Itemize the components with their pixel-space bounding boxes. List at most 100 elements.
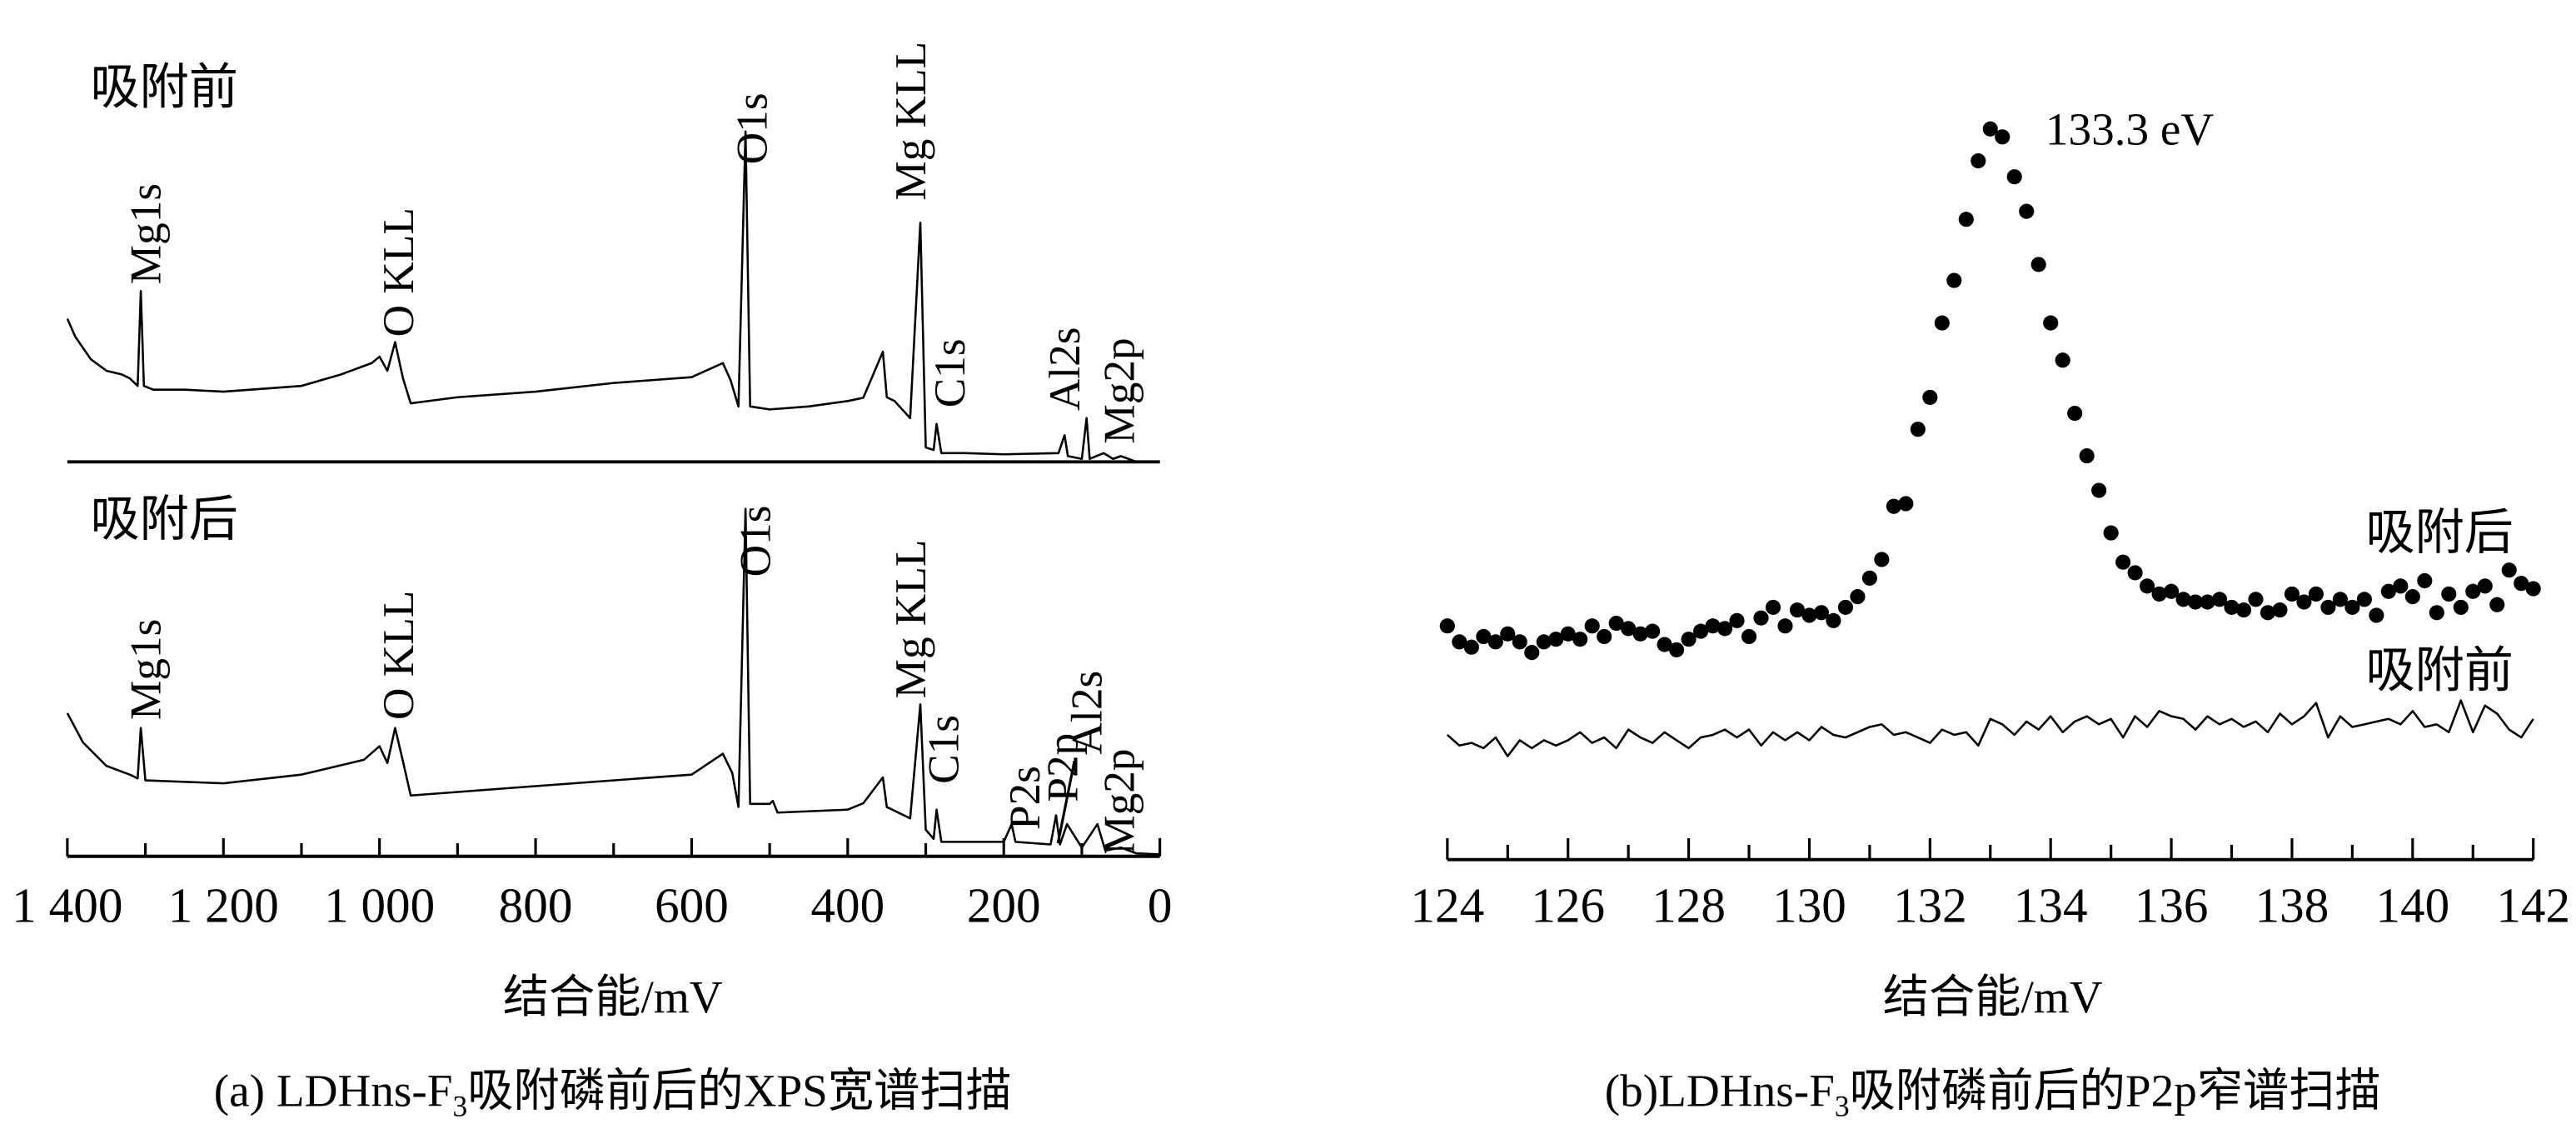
data-point-after bbox=[2344, 599, 2360, 615]
data-point-after bbox=[2369, 607, 2384, 623]
data-point-after bbox=[2164, 583, 2180, 599]
data-point-after bbox=[1645, 623, 1661, 639]
peak-label: Mg1s bbox=[122, 183, 171, 284]
peak-label: P2p bbox=[1039, 733, 1088, 802]
data-point-after bbox=[1463, 639, 1479, 655]
data-point-after bbox=[2260, 605, 2276, 621]
data-point-after bbox=[2151, 586, 2167, 602]
data-point-after bbox=[1982, 121, 1998, 137]
data-point-after bbox=[2429, 605, 2444, 621]
data-point-after bbox=[1632, 626, 1648, 642]
data-point-after bbox=[2235, 602, 2252, 618]
peak-label: Mg1s bbox=[122, 619, 171, 720]
peak-label: O1s bbox=[731, 506, 780, 577]
data-point-after bbox=[1621, 621, 1637, 637]
data-point-after bbox=[1717, 621, 1733, 637]
data-point-after bbox=[2296, 594, 2312, 610]
data-point-after bbox=[2489, 597, 2505, 612]
spectrum-trace-before bbox=[66, 130, 1160, 463]
data-point-after bbox=[1765, 599, 1781, 615]
data-point-after bbox=[1729, 612, 1745, 628]
data-point-after bbox=[1524, 645, 1540, 661]
x-tick-label: 130 bbox=[1772, 878, 1846, 933]
data-point-after bbox=[1958, 212, 1974, 227]
data-point-after bbox=[1572, 632, 1588, 647]
data-point-after bbox=[2356, 592, 2372, 607]
x-tick-label: 600 bbox=[655, 878, 729, 933]
data-point-after bbox=[2127, 565, 2143, 581]
x-tick-label: 134 bbox=[2014, 878, 2088, 933]
x-tick-label: 138 bbox=[2255, 878, 2329, 933]
x-tick-label: 1 200 bbox=[168, 878, 279, 933]
data-point-after bbox=[2308, 586, 2324, 602]
data-point-after bbox=[2055, 352, 2070, 368]
peak-label: O KLL bbox=[374, 591, 423, 720]
data-point-after bbox=[1801, 607, 1817, 623]
data-point-after bbox=[1741, 628, 1757, 645]
data-point-after bbox=[1995, 129, 2010, 145]
series-label-before: 吸附前 bbox=[2366, 643, 2514, 698]
caption-a: (a) LDHns-F3吸附磷前后的XPS宽谱扫描 bbox=[214, 1066, 1012, 1123]
peak-label: O KLL bbox=[374, 207, 423, 337]
peak-label: C1s bbox=[925, 338, 974, 407]
x-tick-label: 1 400 bbox=[12, 878, 122, 933]
x-tick-label: 126 bbox=[1531, 878, 1605, 933]
data-point-after bbox=[2465, 583, 2481, 599]
peak-label: Al2s bbox=[1063, 671, 1112, 755]
data-point-after bbox=[2514, 576, 2529, 592]
data-point-after bbox=[1487, 634, 1503, 650]
peak-label: Al2s bbox=[1040, 327, 1089, 412]
spectrum-trace-after bbox=[66, 507, 1160, 856]
x-axis-label-b: 结合能/mV bbox=[1883, 972, 2103, 1022]
data-point-after bbox=[1548, 632, 1564, 647]
x-tick-label: 140 bbox=[2375, 878, 2449, 933]
data-point-after bbox=[1608, 615, 1624, 632]
data-point-after bbox=[2224, 599, 2240, 615]
data-point-after bbox=[1910, 422, 1926, 437]
data-point-after bbox=[2417, 572, 2433, 589]
data-point-after bbox=[2404, 589, 2420, 605]
data-point-after bbox=[1536, 634, 1552, 650]
peak-label: C1s bbox=[919, 715, 968, 784]
x-tick-label: 1 000 bbox=[324, 878, 435, 933]
data-point-after bbox=[1898, 496, 1914, 512]
data-point-after bbox=[1705, 618, 1721, 634]
data-point-after bbox=[2380, 583, 2396, 599]
data-point-after bbox=[2501, 562, 2517, 578]
x-tick-label: 800 bbox=[499, 878, 573, 933]
x-tick-label: 136 bbox=[2135, 878, 2209, 933]
data-point-after bbox=[1681, 632, 1697, 647]
data-point-after bbox=[1850, 589, 1866, 605]
data-point-after bbox=[2091, 482, 2107, 498]
data-point-after bbox=[1597, 628, 1612, 645]
caption-b: (b)LDHns-F3吸附磷前后的P2p窄谱扫描 bbox=[1605, 1066, 2381, 1123]
data-point-after bbox=[1669, 642, 1685, 657]
data-point-after bbox=[2393, 578, 2409, 594]
data-point-after bbox=[2272, 602, 2288, 618]
data-point-after bbox=[2477, 578, 2493, 594]
x-tick-label: 132 bbox=[1893, 878, 1967, 933]
peak-label: Mg2p bbox=[1095, 749, 1144, 855]
x-tick-label: 142 bbox=[2496, 878, 2570, 933]
data-point-after bbox=[1922, 389, 1938, 405]
data-point-after bbox=[1657, 637, 1672, 652]
data-point-after bbox=[1934, 315, 1950, 331]
data-point-after bbox=[2067, 405, 2083, 422]
x-axis-label-a: 结合能/mV bbox=[503, 972, 723, 1022]
data-point-after bbox=[1500, 626, 1516, 642]
data-point-after bbox=[2248, 592, 2264, 607]
data-point-after bbox=[1777, 618, 1793, 634]
panel-b-p2p-narrow: 124 126 128 130 132 134 136 138 140 142 133.3 eV … bbox=[1410, 104, 2570, 1123]
peak-label: Mg KLL bbox=[886, 540, 935, 699]
data-point-after bbox=[2006, 169, 2022, 185]
series-line-before bbox=[1446, 699, 2534, 757]
x-tick-label: 0 bbox=[1148, 878, 1173, 933]
data-point-after bbox=[2140, 578, 2155, 594]
data-point-after bbox=[2115, 554, 2131, 570]
data-point-after bbox=[1439, 618, 1455, 634]
data-point-after bbox=[2043, 315, 2059, 331]
data-point-after bbox=[1512, 634, 1527, 650]
data-point-after bbox=[1452, 634, 1467, 650]
data-point-after bbox=[1789, 602, 1806, 618]
